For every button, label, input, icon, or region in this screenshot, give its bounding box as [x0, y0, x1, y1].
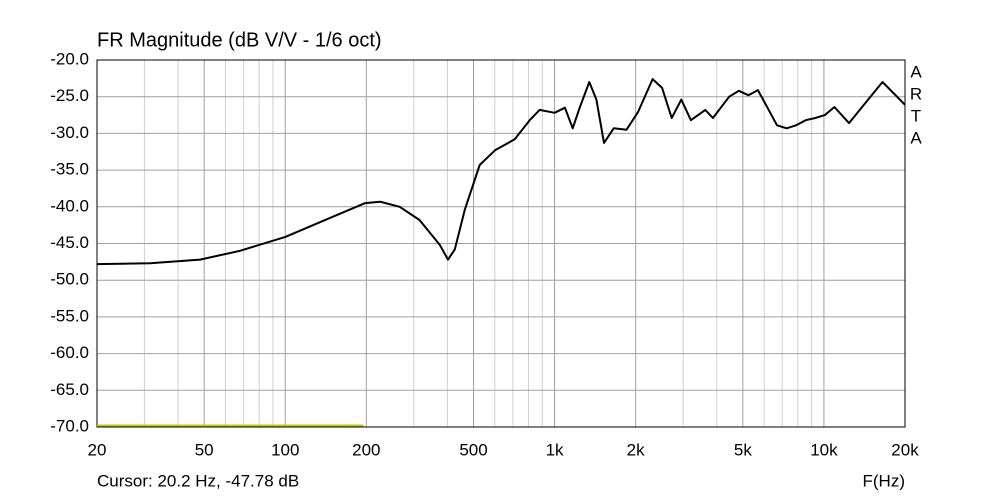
x-tick-label: 20: [88, 440, 107, 459]
side-label: A: [910, 128, 922, 147]
side-label: A: [910, 62, 922, 81]
x-tick-label: 10k: [810, 440, 838, 459]
y-tick-label: -50.0: [50, 270, 89, 289]
x-tick-label: 500: [459, 440, 487, 459]
x-axis-label: F(Hz): [863, 471, 905, 490]
x-tick-label: 1k: [546, 440, 564, 459]
y-tick-label: -30.0: [50, 123, 89, 142]
y-tick-label: -65.0: [50, 380, 89, 399]
y-tick-label: -20.0: [50, 49, 89, 68]
plot-frame: [96, 59, 906, 428]
chart-title: FR Magnitude (dB V/V - 1/6 oct): [97, 29, 382, 51]
y-tick-label: -35.0: [50, 160, 89, 179]
x-tick-label: 50: [195, 440, 214, 459]
x-tick-label: 100: [271, 440, 299, 459]
y-tick-label: -45.0: [50, 233, 89, 252]
side-label: R: [910, 84, 922, 103]
x-tick-label: 5k: [734, 440, 752, 459]
cursor-readout: Cursor: 20.2 Hz, -47.78 dB: [97, 471, 299, 490]
x-tick-label: 2k: [627, 440, 645, 459]
x-tick-label: 200: [352, 440, 380, 459]
y-tick-label: -60.0: [50, 343, 89, 362]
y-tick-label: -70.0: [50, 416, 89, 435]
side-label: T: [911, 106, 921, 125]
y-tick-label: -40.0: [50, 196, 89, 215]
y-tick-label: -55.0: [50, 306, 89, 325]
y-tick-label: -25.0: [50, 86, 89, 105]
series-line: [96, 78, 906, 266]
x-tick-label: 20k: [891, 440, 919, 459]
